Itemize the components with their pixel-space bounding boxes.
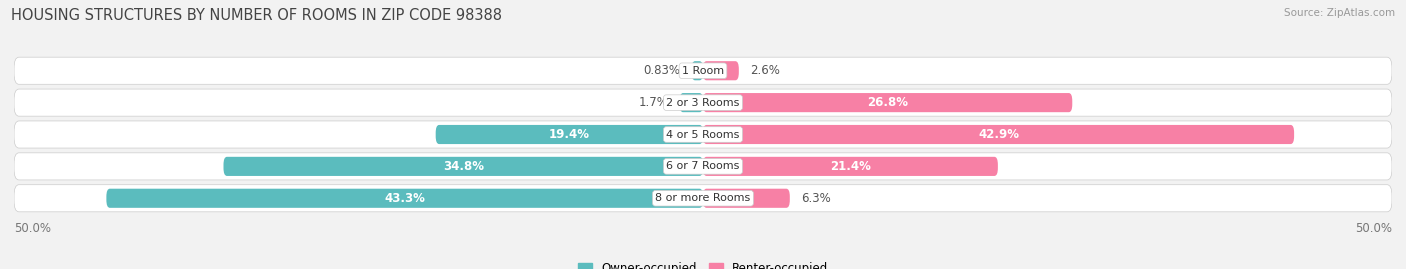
FancyBboxPatch shape bbox=[224, 157, 703, 176]
FancyBboxPatch shape bbox=[14, 121, 1392, 148]
FancyBboxPatch shape bbox=[436, 125, 703, 144]
Text: HOUSING STRUCTURES BY NUMBER OF ROOMS IN ZIP CODE 98388: HOUSING STRUCTURES BY NUMBER OF ROOMS IN… bbox=[11, 8, 502, 23]
Text: 50.0%: 50.0% bbox=[14, 222, 51, 235]
FancyBboxPatch shape bbox=[703, 157, 998, 176]
Text: 19.4%: 19.4% bbox=[548, 128, 591, 141]
Text: 42.9%: 42.9% bbox=[979, 128, 1019, 141]
Text: 6.3%: 6.3% bbox=[801, 192, 831, 205]
Text: 6 or 7 Rooms: 6 or 7 Rooms bbox=[666, 161, 740, 171]
Text: Source: ZipAtlas.com: Source: ZipAtlas.com bbox=[1284, 8, 1395, 18]
Text: 1.7%: 1.7% bbox=[638, 96, 669, 109]
Text: 26.8%: 26.8% bbox=[868, 96, 908, 109]
FancyBboxPatch shape bbox=[14, 89, 1392, 116]
FancyBboxPatch shape bbox=[14, 57, 1392, 84]
Text: 50.0%: 50.0% bbox=[1355, 222, 1392, 235]
FancyBboxPatch shape bbox=[679, 93, 703, 112]
FancyBboxPatch shape bbox=[703, 61, 738, 80]
Text: 2 or 3 Rooms: 2 or 3 Rooms bbox=[666, 98, 740, 108]
FancyBboxPatch shape bbox=[703, 125, 1294, 144]
Text: 34.8%: 34.8% bbox=[443, 160, 484, 173]
FancyBboxPatch shape bbox=[703, 93, 1073, 112]
Text: 1 Room: 1 Room bbox=[682, 66, 724, 76]
Text: 8 or more Rooms: 8 or more Rooms bbox=[655, 193, 751, 203]
Text: 4 or 5 Rooms: 4 or 5 Rooms bbox=[666, 129, 740, 140]
Legend: Owner-occupied, Renter-occupied: Owner-occupied, Renter-occupied bbox=[572, 258, 834, 269]
FancyBboxPatch shape bbox=[692, 61, 703, 80]
FancyBboxPatch shape bbox=[703, 189, 790, 208]
Text: 21.4%: 21.4% bbox=[830, 160, 870, 173]
Text: 2.6%: 2.6% bbox=[749, 64, 780, 77]
FancyBboxPatch shape bbox=[14, 185, 1392, 212]
FancyBboxPatch shape bbox=[107, 189, 703, 208]
Text: 0.83%: 0.83% bbox=[644, 64, 681, 77]
FancyBboxPatch shape bbox=[14, 153, 1392, 180]
Text: 43.3%: 43.3% bbox=[384, 192, 425, 205]
